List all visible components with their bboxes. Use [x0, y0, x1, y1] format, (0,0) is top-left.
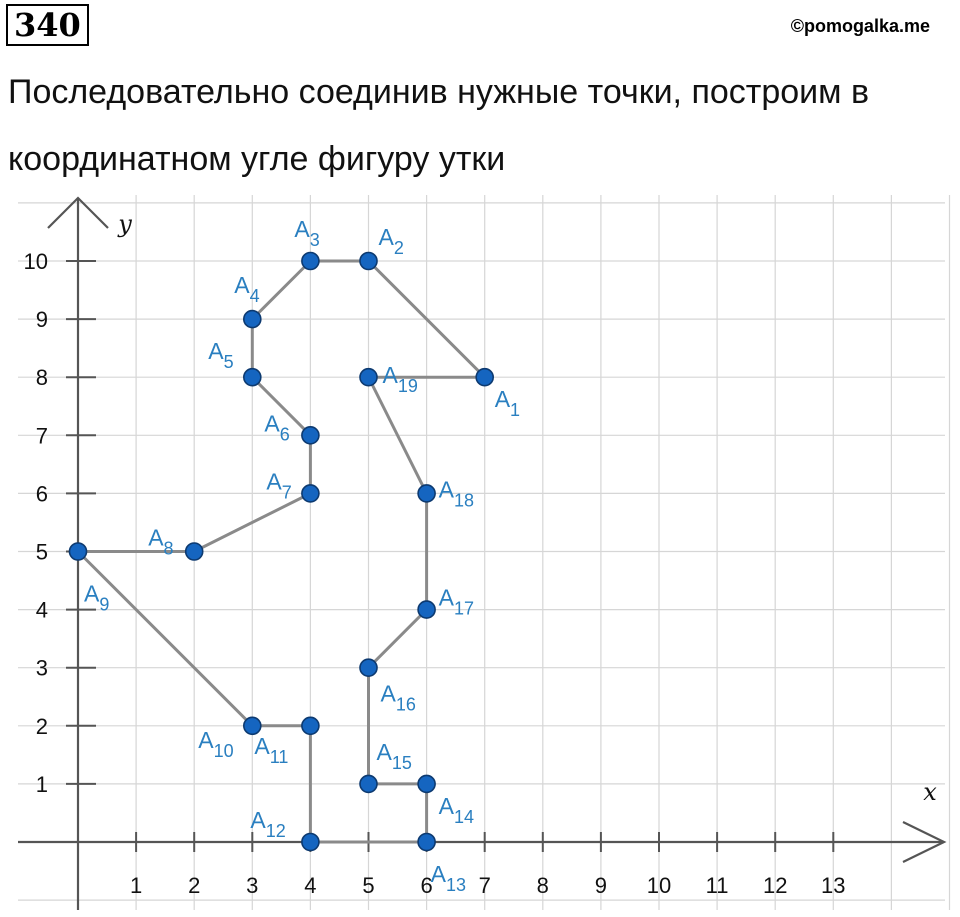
duck-polyline [76, 259, 486, 844]
points [68, 251, 495, 852]
y-tick-label: 5 [36, 540, 48, 565]
label-a1: A1 [495, 386, 520, 420]
y-tick-label: 7 [36, 423, 48, 448]
y-tick-label: 1 [36, 772, 48, 797]
point-a3 [301, 251, 320, 271]
y-tick-label: 2 [36, 714, 48, 739]
duck-outline [76, 259, 486, 844]
y-axis-arrow [47, 196, 109, 229]
description-line-2: координатном угле фигуру утки [8, 140, 506, 178]
x-tick-label: 1 [130, 873, 142, 898]
label-a6: A6 [264, 410, 289, 444]
x-axis-arrow [902, 821, 947, 863]
y-tick-label: 6 [36, 481, 48, 506]
label-a19: A19 [383, 362, 418, 396]
point-a14 [417, 774, 436, 794]
x-tick-label: 11 [706, 873, 729, 898]
point-a15 [359, 774, 378, 794]
label-a18: A18 [439, 476, 474, 510]
point-a18 [417, 484, 436, 503]
label-a8: A8 [148, 525, 173, 559]
point-a5 [243, 367, 262, 387]
point-a4 [243, 309, 262, 329]
watermark: ©pomogalka.me [790, 16, 930, 36]
label-a4: A4 [234, 272, 259, 306]
label-a12: A12 [250, 807, 285, 841]
point-a1 [475, 367, 495, 387]
label-a10: A10 [198, 727, 233, 761]
y-tick-label: 10 [24, 249, 48, 274]
x-tick-label: 5 [362, 873, 374, 898]
point-a9 [68, 542, 88, 561]
label-a2: A2 [379, 224, 404, 258]
label-a13: A13 [431, 861, 466, 895]
label-a5: A5 [208, 338, 233, 372]
x-tick-label: 3 [246, 873, 258, 898]
label-a17: A17 [439, 585, 474, 619]
x-axis-label: x [923, 778, 937, 806]
x-tick-label: 7 [479, 873, 491, 898]
point-a11 [301, 716, 320, 736]
y-tick-label: 4 [36, 598, 48, 623]
y-axis-label: y [117, 210, 132, 238]
point-a7 [301, 484, 320, 503]
y-tick-label: 9 [36, 307, 48, 332]
point-a17 [417, 600, 436, 619]
x-tick-label: 10 [647, 873, 671, 898]
x-tick-label: 8 [537, 873, 549, 898]
point-a16 [359, 658, 378, 678]
point-a6 [301, 425, 320, 445]
point-a2 [359, 251, 378, 271]
label-a16: A16 [381, 681, 416, 715]
point-a10 [243, 716, 262, 736]
x-tick-label: 12 [763, 873, 787, 898]
y-tick-label: 8 [36, 365, 48, 390]
x-tick-label: 2 [188, 873, 200, 898]
y-tick-label: 3 [36, 656, 48, 681]
point-a12 [301, 832, 320, 852]
label-a15: A15 [377, 739, 412, 773]
label-a14: A14 [439, 793, 474, 827]
description-line-1: Последовательно соединив нужные точки, п… [8, 73, 870, 111]
x-tick-label: 4 [304, 873, 316, 898]
point-a13 [417, 832, 436, 852]
x-tick-label: 6 [420, 873, 432, 898]
x-tick-label: 13 [821, 873, 845, 898]
point-a8 [184, 542, 204, 561]
label-a11: A11 [254, 733, 288, 767]
x-tick-label: 9 [595, 873, 607, 898]
label-a7: A7 [266, 468, 291, 502]
problem-number: 340 [6, 4, 89, 46]
label-a9: A9 [84, 581, 109, 615]
point-a19 [359, 367, 378, 387]
label-a3: A3 [294, 216, 319, 250]
